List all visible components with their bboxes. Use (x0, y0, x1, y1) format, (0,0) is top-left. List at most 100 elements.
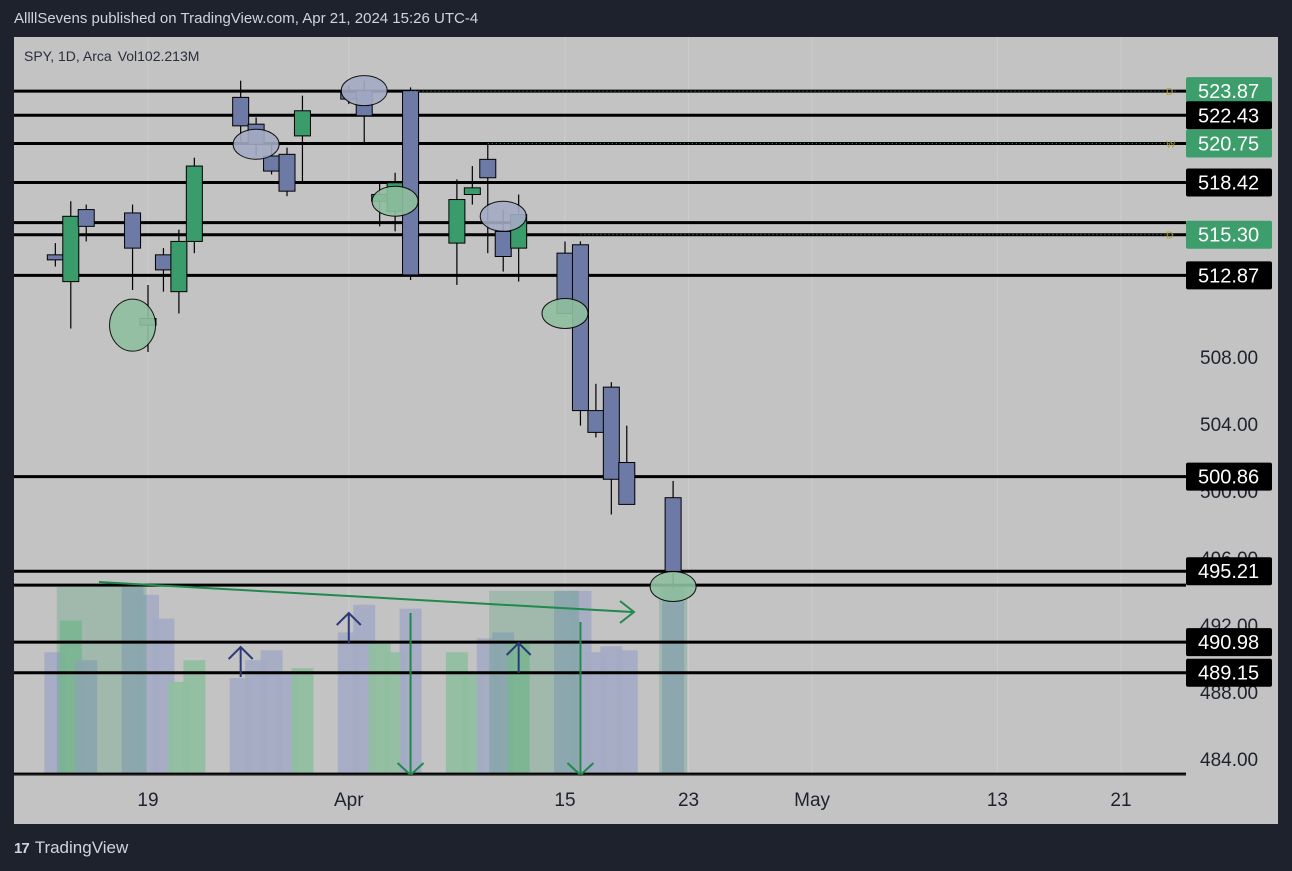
annotations: D W D (98, 75, 1176, 777)
price-tick-label: 484.00 (1200, 750, 1258, 771)
level-label-text: 489.15 (1198, 663, 1259, 685)
price-tick-label: 488.00 (1200, 683, 1258, 704)
level-label: 490.98 (1186, 628, 1272, 657)
candle-body (463, 187, 481, 196)
volume-bar (507, 642, 530, 775)
level-label-text: 512.87 (1198, 265, 1259, 287)
level-label-box (1186, 658, 1272, 687)
level-label: 512.87 (1186, 261, 1272, 290)
level-label-box (1186, 77, 1272, 106)
volume-bar (615, 650, 638, 775)
candle-body (448, 199, 466, 244)
level-label-text: 500.86 (1198, 467, 1259, 489)
price-tick-label: 504.00 (1200, 415, 1258, 436)
volume-highlight (489, 590, 579, 775)
level-label-box (1186, 557, 1272, 586)
tradingview-logo[interactable]: 17 TradingView (14, 838, 128, 858)
level-label-text: 522.43 (1198, 105, 1259, 127)
highlight-ellipse (649, 570, 697, 602)
up-arrow-head (336, 611, 362, 626)
candle-body (587, 410, 605, 433)
time-tick-label: May (794, 790, 830, 811)
volume-bar (75, 660, 98, 775)
price-tick-label: 508.00 (1200, 348, 1258, 369)
level-label-text: 518.42 (1198, 172, 1259, 194)
level-label-box (1186, 168, 1272, 197)
level-label-text: 523.87 (1198, 81, 1259, 103)
candle-body (494, 230, 512, 257)
pivot-letter: D (1166, 231, 1173, 242)
time-tick-label: Apr (334, 790, 364, 811)
highlight-ellipse (340, 75, 388, 107)
highlight-ellipse (232, 128, 280, 160)
symbol-info: SPY, 1D, Arca Vol102.213M (24, 48, 205, 64)
up-arrow-head (227, 645, 254, 660)
level-label: 518.42 (1186, 168, 1272, 197)
level-label-text: 495.21 (1198, 561, 1259, 583)
candle-body (46, 254, 64, 261)
level-lines (14, 89, 1186, 776)
candle-body (278, 153, 296, 192)
level-label-box (1186, 261, 1272, 290)
volume-highlight (659, 584, 688, 775)
candle-body (232, 96, 250, 127)
volume-bars (44, 584, 688, 775)
level-label-box (1186, 101, 1272, 130)
level-label-text: 520.75 (1198, 133, 1259, 155)
highlight-ellipse (109, 298, 157, 352)
time-tick-label: 13 (987, 790, 1008, 811)
time-tick-label: 23 (678, 790, 699, 811)
price-axis: 508.00504.00500.00496.00492.00488.00484.… (1186, 77, 1272, 771)
pivot-letter: W (1166, 139, 1176, 150)
level-label: 520.75 (1186, 129, 1272, 158)
level-label: 522.43 (1186, 101, 1272, 130)
chart-panel[interactable]: DWD 508.00504.00500.00496.00492.00488.00… (14, 37, 1278, 824)
candle-body (402, 90, 420, 276)
time-tick-label: 19 (137, 790, 158, 811)
level-label-text: 515.30 (1198, 225, 1259, 247)
candle-body (602, 386, 620, 480)
candle-body (293, 110, 311, 137)
time-tick-label: 21 (1110, 790, 1131, 811)
candlestick-chart[interactable]: DWD 508.00504.00500.00496.00492.00488.00… (14, 37, 1278, 824)
symbol-label: SPY, 1D, Arca (24, 48, 112, 64)
tradingview-brand: TradingView (34, 838, 129, 857)
volume-bar (183, 660, 206, 775)
volume-highlight (56, 586, 147, 775)
volume-bar (662, 584, 685, 775)
trend-arrow-head (619, 600, 636, 624)
level-label-text: 490.98 (1198, 632, 1259, 654)
level-label: 523.87 (1186, 77, 1272, 106)
candle-body (170, 240, 188, 293)
candle-body (77, 209, 95, 227)
highlight-ellipse (541, 297, 589, 329)
level-label: 489.15 (1186, 658, 1272, 687)
time-tick-label: 15 (554, 790, 575, 811)
time-axis: 19 Apr 15 23 May 13 21 (14, 774, 1186, 811)
candle-body (664, 497, 682, 572)
pivot-letter: D (1166, 87, 1173, 98)
level-label-box (1186, 462, 1272, 491)
highlight-ellipse (371, 185, 419, 217)
tradingview-logo-icon: 17 (14, 839, 30, 857)
candle-body (479, 158, 497, 179)
level-label-box (1186, 628, 1272, 657)
level-label: 515.30 (1186, 220, 1272, 249)
candle-body (154, 254, 172, 271)
level-label-box (1186, 220, 1272, 249)
level-label: 500.86 (1186, 462, 1272, 491)
up-arrow-head (505, 641, 532, 656)
candle-body (124, 212, 142, 249)
publish-header: AllllSevens published on TradingView.com… (14, 10, 479, 27)
highlight-ellipse (479, 200, 527, 232)
trend-arrow-line (98, 581, 633, 613)
candle-body (185, 165, 203, 242)
level-label-box (1186, 129, 1272, 158)
volume-bar (291, 668, 314, 775)
candle-body (62, 215, 80, 283)
level-label: 495.21 (1186, 557, 1272, 586)
volume-label: Vol102.213M (117, 48, 200, 64)
candle-body (571, 244, 589, 412)
candle-body (618, 462, 636, 505)
grid-lines (147, 37, 1122, 775)
